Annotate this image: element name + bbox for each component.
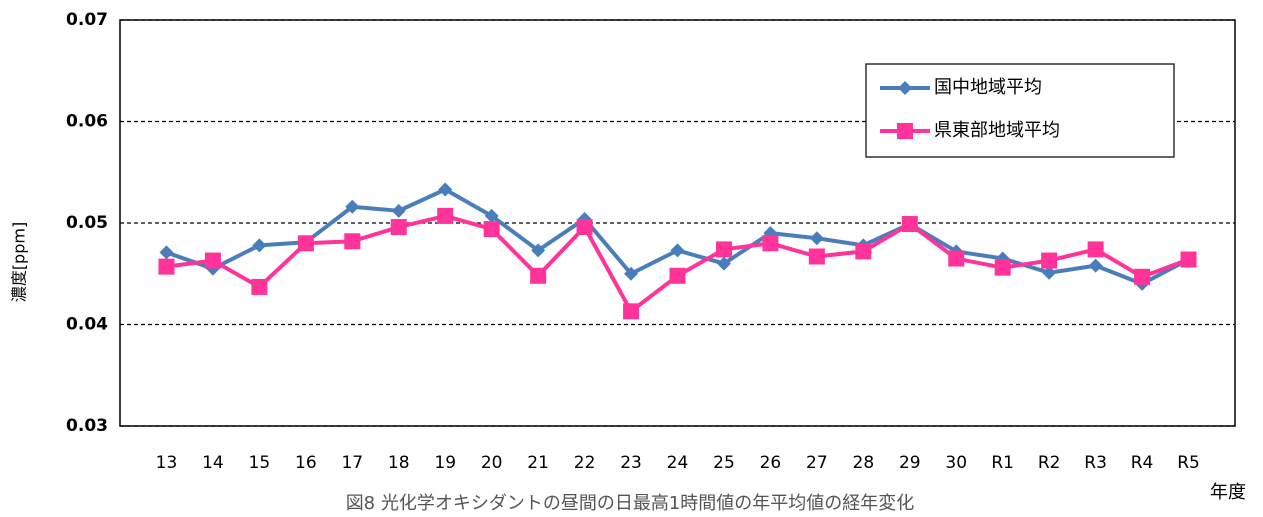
y-tick-label: 0.04	[66, 315, 108, 335]
data-point	[901, 216, 918, 233]
data-point	[1041, 252, 1058, 269]
data-point	[715, 241, 732, 258]
data-point	[158, 258, 175, 275]
data-point	[623, 303, 640, 320]
data-point	[669, 267, 686, 284]
y-tick-label: 0.05	[66, 213, 108, 233]
x-tick-label: 22	[574, 453, 596, 473]
x-tick-label: 18	[388, 453, 410, 473]
data-point	[762, 235, 779, 252]
x-tick-label: R4	[1131, 453, 1154, 473]
x-tick-label: 30	[945, 453, 967, 473]
data-point	[251, 278, 268, 295]
data-point	[437, 207, 454, 224]
data-point	[1134, 268, 1151, 285]
data-point	[855, 243, 872, 260]
x-tick-label: 15	[249, 453, 271, 473]
x-tick-label: R1	[991, 453, 1014, 473]
x-tick-label: 27	[806, 453, 828, 473]
data-point	[344, 233, 361, 250]
x-tick-label: 13	[156, 453, 178, 473]
x-tick-label: R2	[1038, 453, 1061, 473]
data-point	[159, 245, 174, 260]
data-point	[391, 203, 406, 218]
data-point	[252, 238, 267, 253]
caption: 図8 光化学オキシダントの昼間の日最高1時間値の年平均値の経年変化	[346, 493, 915, 514]
data-point	[438, 182, 453, 197]
legend-label: 国中地域平均	[934, 77, 1042, 98]
x-tick-label: 16	[295, 453, 317, 473]
data-point	[1180, 251, 1197, 268]
data-point	[530, 267, 547, 284]
y-axis-label: 濃度[ppm]	[10, 222, 29, 302]
data-point	[716, 256, 731, 271]
data-point	[204, 252, 221, 269]
x-tick-label: R3	[1084, 453, 1107, 473]
data-point	[994, 259, 1011, 276]
data-point	[531, 243, 546, 258]
x-tick-label: 24	[667, 453, 689, 473]
data-point	[1088, 258, 1103, 273]
data-point	[808, 248, 825, 265]
x-tick-label: 17	[341, 453, 363, 473]
data-point	[484, 208, 499, 223]
x-tick-label: R5	[1177, 453, 1200, 473]
x-tick-label: 14	[202, 453, 224, 473]
x-tick-label: 23	[620, 453, 642, 473]
y-tick-label: 0.06	[66, 112, 108, 132]
data-point	[1087, 241, 1104, 258]
legend-box	[865, 63, 1175, 158]
x-tick-label: 20	[481, 453, 503, 473]
data-point	[1042, 265, 1057, 280]
legend-marker	[897, 123, 913, 139]
data-point	[345, 199, 360, 214]
y-tick-label: 0.03	[66, 416, 108, 436]
plot-frame	[119, 19, 1236, 427]
data-point	[576, 219, 593, 236]
data-point	[390, 219, 407, 236]
data-point	[809, 231, 824, 246]
legend-marker	[898, 81, 912, 95]
x-tick-label: 19	[434, 453, 456, 473]
y-tick-label: 0.07	[66, 10, 108, 30]
data-point	[670, 243, 685, 258]
data-point	[297, 235, 314, 252]
x-tick-label: 25	[713, 453, 735, 473]
x-tick-label: 21	[527, 453, 549, 473]
x-tick-label: 28	[853, 453, 875, 473]
data-point	[483, 221, 500, 238]
x-tick-label: 26	[760, 453, 782, 473]
legend-label: 県東部地域平均	[934, 120, 1060, 141]
data-point	[948, 250, 965, 267]
x-tick-label: 29	[899, 453, 921, 473]
data-point	[624, 266, 639, 281]
x-axis-label: 年度	[1210, 482, 1246, 503]
